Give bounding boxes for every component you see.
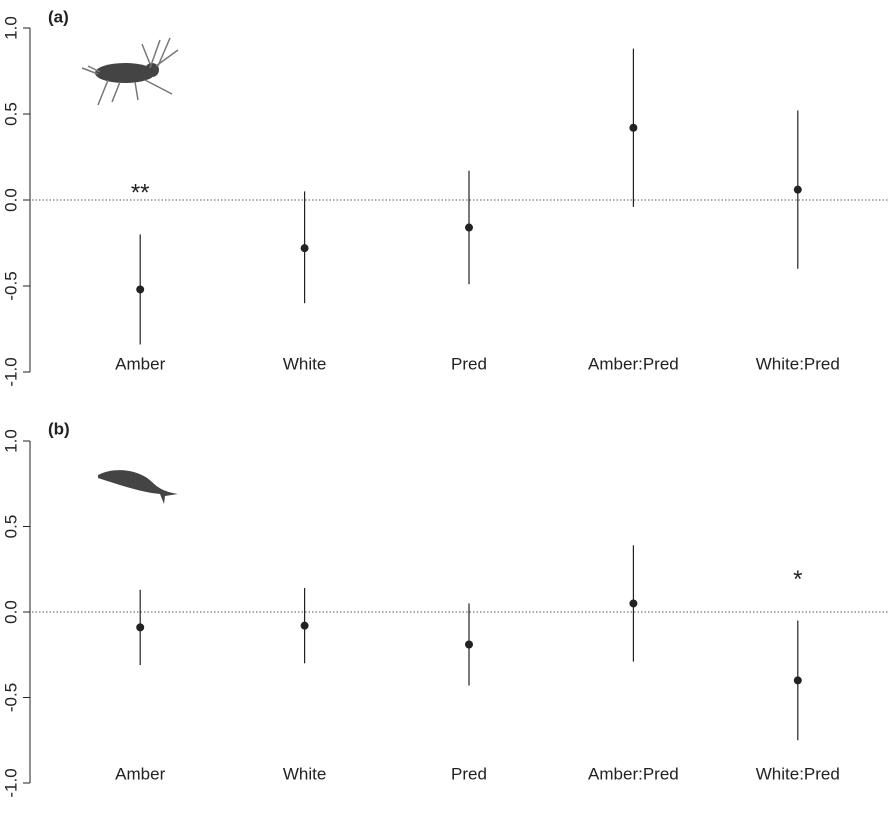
x-tick-label: Amber:Pred [588,354,679,373]
point [794,186,802,194]
slug-icon [98,470,178,504]
point [136,285,144,293]
point [136,623,144,631]
y-tick-label: 0.0 [1,188,20,212]
x-tick-label: White:Pred [756,354,840,373]
point [465,640,473,648]
x-tick-label: Pred [451,354,487,373]
x-tick-label: Amber:Pred [588,764,679,783]
x-tick-label: White:Pred [756,764,840,783]
x-tick-label: White [283,354,326,373]
point [629,599,637,607]
y-tick-label: 0.5 [1,515,20,539]
y-tick-label: -1.0 [1,768,20,797]
significance-annotation: ** [131,180,150,207]
x-tick-label: Pred [451,764,487,783]
y-tick-label: -1.0 [1,357,20,386]
point [629,124,637,132]
point [301,622,309,630]
y-tick-label: -0.5 [1,683,20,712]
y-tick-label: 0.0 [1,600,20,624]
point [794,676,802,684]
point [465,224,473,232]
x-tick-label: Amber [115,764,165,783]
x-tick-label: Amber [115,354,165,373]
significance-annotation: * [793,566,802,593]
y-tick-label: 1.0 [1,429,20,453]
y-tick-label: -0.5 [1,271,20,300]
x-tick-label: White [283,764,326,783]
panel-title: (a) [48,7,69,26]
y-tick-label: 1.0 [1,16,20,40]
aphid-icon [82,38,178,105]
panel-title: (b) [48,419,70,438]
point [301,244,309,252]
y-tick-label: 0.5 [1,102,20,126]
figure: (a) -1.0 -0.5 0.0 0.5 1.0 Amber White Pred Amber:… [0,0,891,815]
